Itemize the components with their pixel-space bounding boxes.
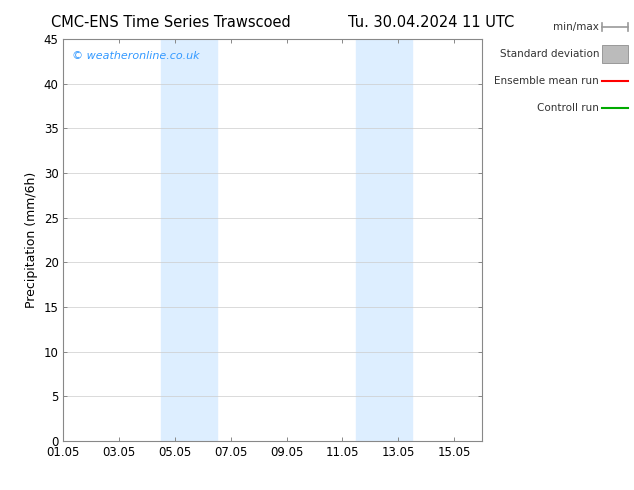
Text: Ensemble mean run: Ensemble mean run — [495, 76, 599, 86]
Text: Tu. 30.04.2024 11 UTC: Tu. 30.04.2024 11 UTC — [348, 15, 514, 30]
Text: CMC-ENS Time Series Trawscoed: CMC-ENS Time Series Trawscoed — [51, 15, 291, 30]
Bar — [356, 39, 412, 441]
Text: min/max: min/max — [553, 22, 599, 32]
Bar — [161, 39, 217, 441]
Text: Controll run: Controll run — [537, 103, 599, 113]
Text: © weatheronline.co.uk: © weatheronline.co.uk — [72, 51, 200, 61]
Text: Standard deviation: Standard deviation — [500, 49, 599, 59]
Y-axis label: Precipitation (mm/6h): Precipitation (mm/6h) — [25, 172, 38, 308]
